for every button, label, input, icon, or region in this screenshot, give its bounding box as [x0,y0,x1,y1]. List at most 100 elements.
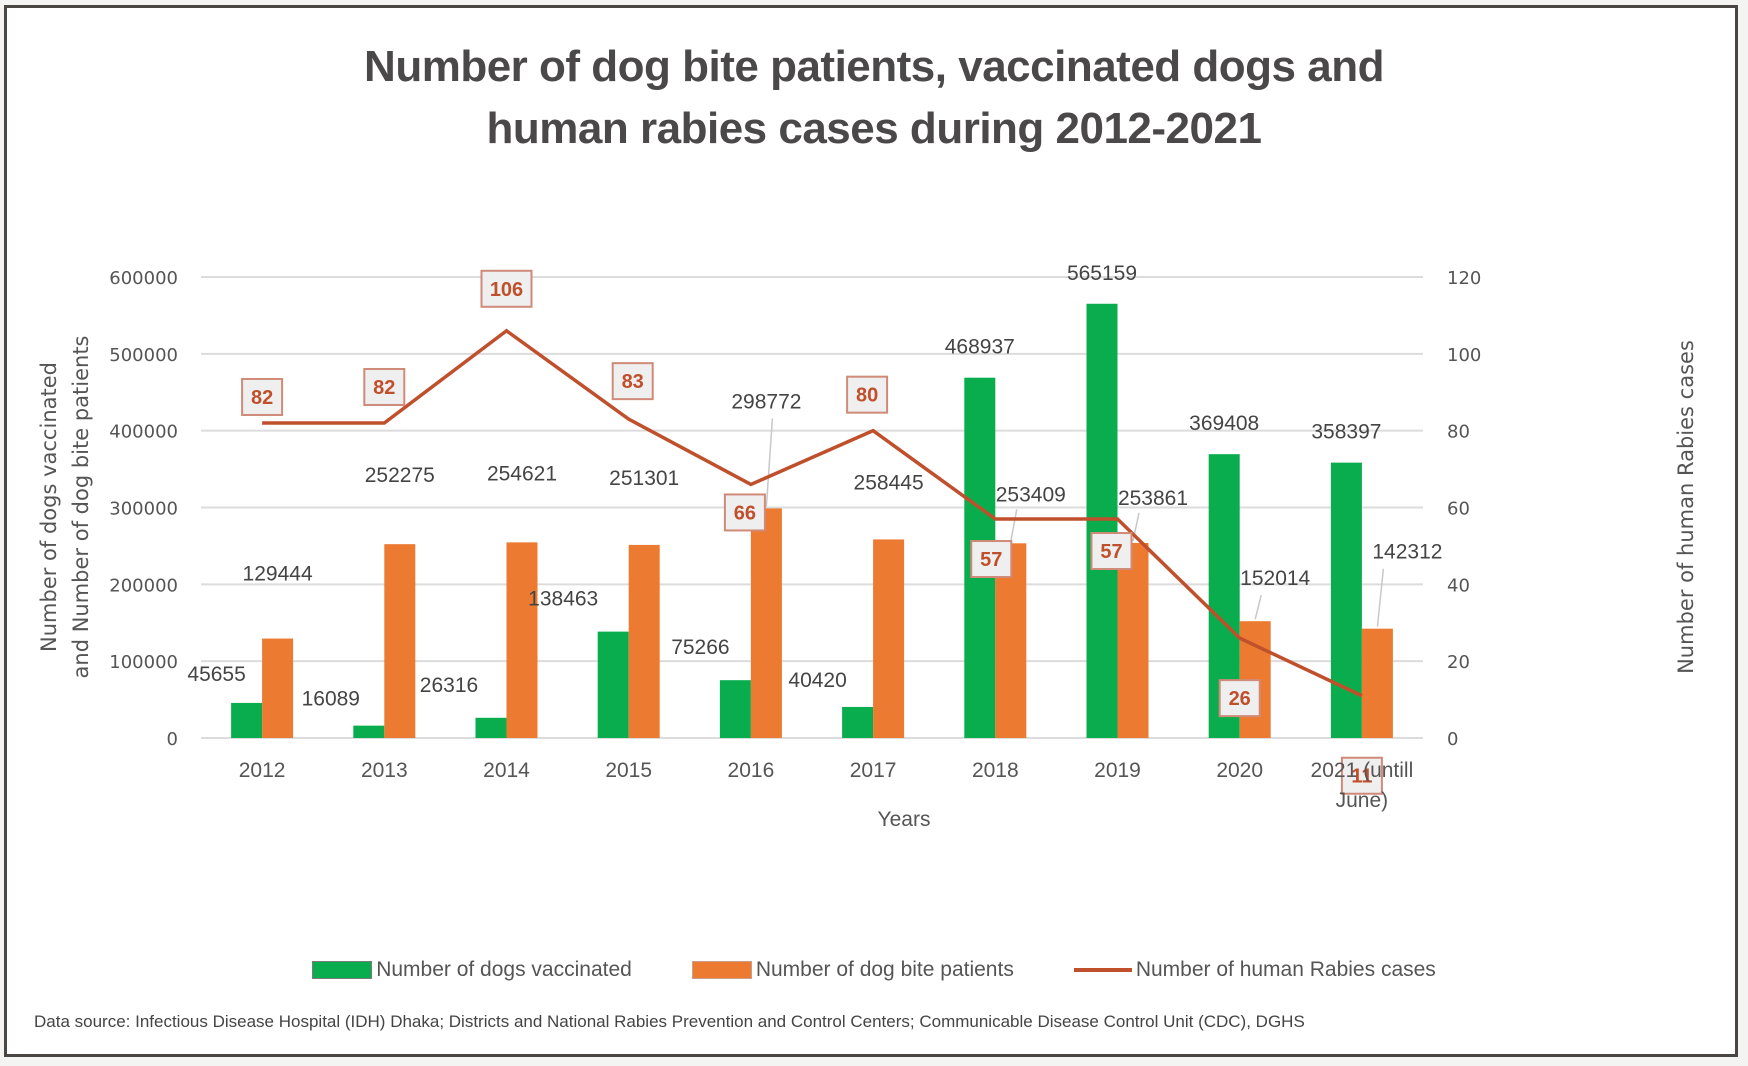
data-label-dog-bite-patients: 142312 [1372,541,1442,564]
bar-dog-bite-patients [384,544,416,738]
data-label-dog-bite-patients: 152014 [1240,567,1310,590]
data-label-dogs-vaccinated: 358397 [1311,421,1381,444]
data-label-dogs-vaccinated: 16089 [302,688,360,711]
x-tick-label: 2012 [239,759,286,782]
bar-dogs-vaccinated [719,680,751,738]
y-left-tick-label: 400000 [109,422,178,443]
x-tick-label: 2016 [728,759,775,782]
data-label-dogs-vaccinated: 565159 [1067,262,1137,285]
bar-dogs-vaccinated [353,725,385,738]
callout-box-rabies-cases [970,540,1013,579]
y-left-axis-title: Number of dogs vaccinated [37,362,61,652]
data-label-rabies-cases: 82 [251,387,273,409]
y-left-tick-label: 0 [167,729,178,750]
leader-line [765,418,774,507]
bar-dog-bite-patients [628,544,660,738]
y-right-axis-title: Number of human Rabies cases [1674,340,1698,674]
data-label-dog-bite-patients: 298772 [731,390,801,413]
chart-title-line-2: human rabies cases during 2012-2021 [486,104,1262,153]
data-source-note: Data source: Infectious Disease Hospital… [34,1012,1305,1031]
bar-dogs-vaccinated [231,702,263,738]
x-tick-label: 2015 [605,759,652,782]
bars [231,303,1393,738]
callout-box-rabies-cases [846,375,889,414]
legend-label: Number of human Rabies cases [1135,958,1436,981]
legend-label: Number of dogs vaccinated [376,958,632,981]
callout-box-rabies-cases [1218,679,1261,718]
data-label-dog-bite-patients: 252275 [365,464,435,487]
chart-frame [4,5,1738,1057]
data-label-rabies-cases: 57 [1100,541,1122,563]
callout-box-rabies-cases [723,493,766,532]
y-right-tick-label: 100 [1447,345,1481,366]
y-right-tick-label: 120 [1447,268,1481,289]
bar-dogs-vaccinated [597,631,629,738]
data-label-rabies-cases: 11 [1351,766,1372,788]
data-label-rabies-cases: 26 [1229,688,1251,710]
x-tick-label: June) [1336,789,1389,812]
data-label-dog-bite-patients: 251301 [609,467,679,490]
data-label-rabies-cases: 57 [980,549,1002,571]
legend-swatch-green [312,961,373,979]
rabies-line [262,328,1363,698]
y-left-tick-label: 300000 [109,499,178,520]
x-axis-title: Years [878,808,931,831]
leader-line [1376,568,1385,627]
legend-item-rabies-cases[interactable]: Number of human Rabies cases [1073,958,1436,982]
leader-line [1254,595,1262,620]
data-label-dog-bite-patients: 254621 [487,462,557,485]
data-label-rabies-cases: 106 [490,279,523,301]
data-label-dogs-vaccinated: 40420 [788,669,846,692]
y-right-tick-label: 80 [1447,422,1470,443]
data-label-dog-bite-patients: 258445 [854,471,924,494]
data-label-dog-bite-patients: 253409 [996,483,1066,506]
y-right-tick-label: 20 [1447,652,1470,673]
callout-box-rabies-cases [611,362,654,401]
bar-dog-bite-patients [1361,628,1393,738]
callout-box-rabies-cases [1340,756,1383,795]
data-label-rabies-cases: 80 [856,385,878,407]
y-right-tick-label: 60 [1447,499,1470,520]
callout-box-rabies-cases [363,367,406,406]
bar-dog-bite-patients [873,539,905,738]
legend-label: Number of dog bite patients [755,958,1014,981]
data-label-dogs-vaccinated: 45655 [187,663,245,686]
legend-item-vaccinated[interactable]: Number of dogs vaccinated [312,958,632,982]
x-tick-label: 2013 [361,759,408,782]
data-label-dogs-vaccinated: 369408 [1189,412,1259,435]
x-tick-label: 2014 [483,759,530,782]
x-tick-label: 2018 [972,759,1019,782]
x-tick-label: 2020 [1216,759,1263,782]
y-left-tick-label: 200000 [109,575,178,596]
y-left-axis-title: and Number of dog bite patients [69,336,93,679]
y-left-tick-label: 100000 [109,652,178,673]
y-left-tick-label: 500000 [109,345,178,366]
bar-dog-bite-patients [506,542,538,738]
y-right-tick-label: 0 [1447,729,1458,750]
x-tick-label: 2019 [1094,759,1141,782]
data-label-rabies-cases: 83 [622,371,644,393]
x-tick-label: 2017 [850,759,897,782]
y-right-tick-label: 40 [1447,575,1470,596]
bar-dogs-vaccinated [475,717,507,738]
axes: 0 100000 200000 300000 400000 500000 600000 0 20… [37,268,1698,831]
data-label-rabies-cases: 82 [373,377,395,399]
callout-box-rabies-cases [1090,532,1133,571]
legend-swatch-orange [691,961,752,979]
data-label-dog-bite-patients: 253861 [1118,487,1188,510]
leader-line [1010,509,1018,542]
bar-dog-bite-patients [750,508,782,738]
legend: Number of dogs vaccinated Number of dog … [0,958,1748,982]
bar-dog-bite-patients [262,638,294,738]
data-label-rabies-cases: 66 [734,502,756,524]
data-label-dogs-vaccinated: 468937 [945,336,1015,359]
callout-box-rabies-cases [480,269,533,308]
bar-dogs-vaccinated [842,706,874,738]
legend-swatch-line [1073,968,1132,972]
chart-title-line-1: Number of dog bite patients, vaccinated … [364,42,1384,91]
legend-item-bite-patients[interactable]: Number of dog bite patients [691,958,1014,982]
line-human-rabies-cases [262,328,1363,698]
leader-lines [765,418,1385,627]
data-label-dogs-vaccinated: 26316 [420,674,478,697]
